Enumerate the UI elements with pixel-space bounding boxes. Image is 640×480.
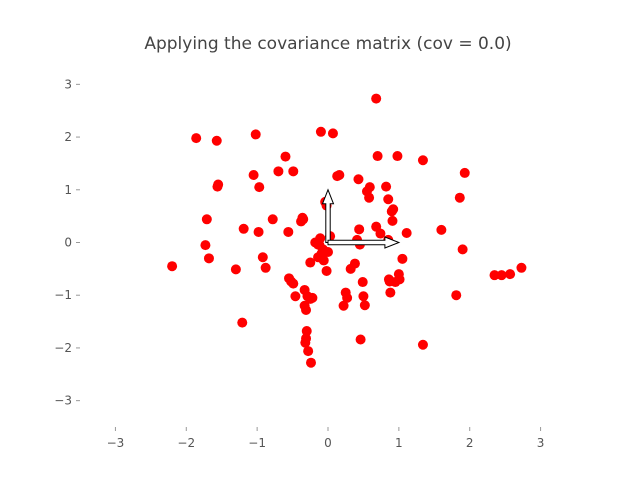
data-point — [353, 174, 364, 185]
data-point — [290, 291, 301, 302]
data-point — [301, 326, 312, 337]
data-point — [288, 166, 299, 177]
data-point — [257, 252, 268, 263]
data-point — [371, 221, 382, 232]
xtick-label: 2 — [466, 436, 474, 450]
data-point — [315, 126, 326, 137]
data-point — [201, 214, 212, 225]
data-point — [401, 228, 412, 239]
data-point — [203, 253, 214, 264]
data-point — [273, 166, 284, 177]
data-point — [496, 270, 507, 281]
data-point — [200, 240, 211, 251]
data-point — [303, 346, 314, 357]
xtick-label: −3 — [107, 436, 125, 450]
data-point — [357, 277, 368, 288]
data-point — [286, 276, 297, 287]
ytick-label: −1 — [54, 288, 72, 302]
data-point — [355, 334, 366, 345]
data-point — [371, 93, 382, 104]
data-point — [211, 135, 222, 146]
data-point — [372, 151, 383, 162]
data-point — [248, 170, 259, 181]
data-point — [283, 226, 294, 237]
data-point — [238, 223, 249, 234]
xtick-label: 0 — [324, 436, 332, 450]
ytick-label: −3 — [54, 394, 72, 408]
data-point — [505, 269, 516, 280]
data-point — [417, 155, 428, 166]
data-point — [364, 192, 375, 203]
data-point — [237, 317, 248, 328]
data-point — [388, 204, 399, 215]
axes: −3 −2 −1 0 1 2 3 −3 −2 −1 0 1 2 3 — [54, 77, 544, 450]
basis-vectors — [321, 188, 401, 249]
data-point — [327, 128, 338, 139]
ytick-label: 0 — [64, 236, 72, 250]
scatter-points — [167, 93, 527, 368]
chart-title: Applying the covariance matrix (cov = 0.… — [144, 34, 511, 54]
data-point — [250, 129, 261, 140]
data-point — [516, 262, 527, 273]
data-point — [436, 224, 447, 235]
data-point — [342, 292, 353, 303]
horizontal-vector-arrow — [327, 236, 401, 249]
data-point — [299, 300, 310, 311]
data-point — [299, 284, 310, 295]
ytick-label: 2 — [64, 130, 72, 144]
ytick-label: 1 — [64, 183, 72, 197]
data-point — [334, 170, 345, 181]
data-point — [354, 224, 365, 235]
data-point — [305, 257, 316, 268]
data-point — [167, 261, 178, 272]
data-point — [417, 339, 428, 350]
data-point — [230, 264, 241, 275]
data-point — [385, 287, 396, 298]
xtick-label: −2 — [177, 436, 195, 450]
xtick-label: 1 — [395, 436, 403, 450]
data-point — [392, 151, 403, 162]
data-point — [191, 133, 202, 144]
ytick-label: −2 — [54, 341, 72, 355]
data-point — [459, 167, 470, 178]
data-point — [280, 151, 291, 162]
data-point — [315, 233, 326, 244]
data-point — [260, 262, 271, 273]
data-point — [364, 182, 375, 193]
data-point — [305, 357, 316, 368]
data-point — [451, 290, 462, 301]
xtick-label: −1 — [248, 436, 266, 450]
data-point — [457, 244, 468, 255]
data-point — [454, 192, 465, 203]
data-point — [390, 277, 401, 288]
data-point — [300, 337, 311, 348]
data-point — [298, 214, 309, 225]
data-point — [381, 181, 392, 192]
data-point — [212, 181, 223, 192]
data-point — [359, 300, 370, 311]
data-point — [313, 252, 324, 263]
data-point — [397, 253, 408, 264]
ytick-label: 3 — [64, 77, 72, 91]
data-point — [358, 291, 369, 302]
data-point — [267, 214, 278, 225]
data-point — [254, 182, 265, 193]
data-point — [383, 194, 394, 205]
data-point — [338, 300, 349, 311]
xtick-label: 3 — [537, 436, 545, 450]
data-point — [387, 215, 398, 226]
data-point — [349, 258, 360, 269]
data-point — [321, 265, 332, 276]
vertical-vector-arrow — [321, 188, 335, 243]
data-point — [489, 270, 500, 281]
data-point — [253, 226, 264, 237]
